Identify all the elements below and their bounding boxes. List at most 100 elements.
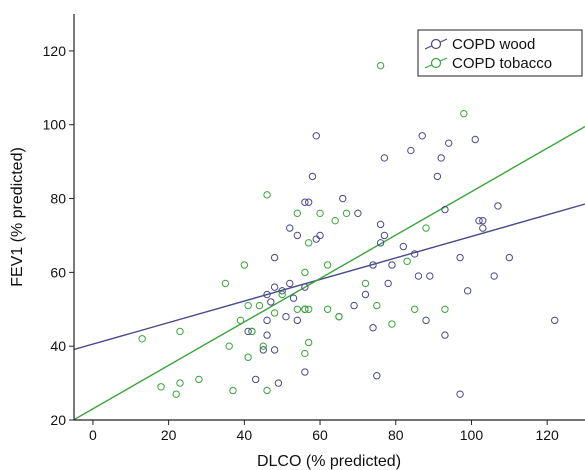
data-point-series-1 xyxy=(369,324,377,332)
data-point-series-1 xyxy=(407,146,415,155)
legend-marker-series-1 xyxy=(430,38,442,50)
data-point-series-1 xyxy=(433,172,442,181)
data-point-series-1 xyxy=(475,216,483,225)
legend: COPD wood COPD tobacco xyxy=(417,29,583,77)
fit-lines xyxy=(74,125,585,420)
data-point-series-2 xyxy=(293,305,302,313)
data-point-series-1 xyxy=(274,379,283,387)
data-point-series-1 xyxy=(463,287,472,295)
data-point-series-2 xyxy=(278,290,286,299)
data-point-series-2 xyxy=(229,386,237,395)
data-point-series-1 xyxy=(293,231,302,240)
x-tick-label: 40 xyxy=(237,427,253,443)
x-tick-label: 120 xyxy=(535,427,559,443)
data-point-series-2 xyxy=(244,353,252,361)
data-point-series-1 xyxy=(380,154,389,162)
data-point-series-1 xyxy=(456,253,464,262)
x-tick-label: 20 xyxy=(161,427,177,443)
data-point-series-1 xyxy=(551,316,559,325)
x-tick-label: 100 xyxy=(460,427,484,443)
data-point-series-1 xyxy=(456,390,464,398)
data-point-series-2 xyxy=(157,383,165,391)
data-point-series-2 xyxy=(335,312,343,321)
fit-line-series-2 xyxy=(74,125,585,420)
data-point-series-2 xyxy=(221,279,230,288)
data-point-series-1 xyxy=(289,294,298,302)
data-point-series-1 xyxy=(244,327,252,336)
y-tick-label: 60 xyxy=(50,264,66,280)
data-point-series-2 xyxy=(240,261,249,269)
data-point-series-1 xyxy=(479,216,487,225)
data-point-series-1 xyxy=(286,279,294,288)
data-point-series-2 xyxy=(195,375,203,384)
data-point-series-1 xyxy=(373,372,381,380)
data-point-series-1 xyxy=(316,231,324,240)
data-point-series-1 xyxy=(304,198,313,206)
y-axis-title: FEV1 (% predicted) xyxy=(9,147,26,287)
x-tick-label: 80 xyxy=(388,427,404,443)
data-point-series-2 xyxy=(270,309,279,317)
data-point-series-1 xyxy=(293,316,302,325)
data-point-series-1 xyxy=(380,231,389,240)
data-point-series-1 xyxy=(350,301,358,310)
data-point-series-1 xyxy=(422,316,430,325)
y-tick-label: 100 xyxy=(43,117,67,133)
data-point-series-2 xyxy=(236,316,245,325)
data-point-series-1 xyxy=(308,172,317,181)
data-point-series-2 xyxy=(304,239,313,247)
data-point-series-1 xyxy=(263,290,271,299)
data-point-series-1 xyxy=(376,220,385,229)
data-point-series-2 xyxy=(323,305,332,313)
data-point-series-2 xyxy=(441,305,449,313)
data-point-series-2 xyxy=(293,209,302,218)
data-point-series-1 xyxy=(376,239,385,247)
data-point-series-2 xyxy=(460,109,468,118)
legend-label-series-1: COPD wood xyxy=(452,36,535,53)
data-point-series-2 xyxy=(316,209,324,218)
data-point-series-2 xyxy=(176,327,184,336)
data-point-series-2 xyxy=(403,257,411,265)
data-point-series-1 xyxy=(426,272,434,280)
data-point-series-2 xyxy=(255,301,264,310)
data-point-series-1 xyxy=(490,272,498,280)
data-point-series-2 xyxy=(263,386,271,395)
y-tick-label: 120 xyxy=(43,43,67,59)
axes xyxy=(73,14,585,421)
data-point-series-1 xyxy=(410,250,419,258)
data-point-series-2 xyxy=(138,335,146,343)
data-point-series-1 xyxy=(312,132,320,140)
ticks: 0 20 40 60 80 100 120 20 40 60 80 100 120 xyxy=(43,43,559,443)
legend-label-series-2: COPD tobacco xyxy=(452,55,552,72)
data-point-series-1 xyxy=(384,279,392,288)
data-point-series-1 xyxy=(312,235,320,243)
y-tick-label: 40 xyxy=(50,338,66,354)
data-point-series-1 xyxy=(418,132,426,140)
data-point-series-2 xyxy=(342,209,351,218)
data-point-series-1 xyxy=(259,346,267,354)
data-point-series-2 xyxy=(172,390,180,398)
data-point-series-1 xyxy=(278,287,286,295)
data-point-series-2 xyxy=(301,349,309,358)
y-tick-label: 80 xyxy=(50,191,66,207)
data-point-series-2 xyxy=(248,327,256,336)
data-point-series-1 xyxy=(270,253,279,262)
data-point-series-1 xyxy=(494,202,502,210)
data-point-series-2 xyxy=(244,301,252,310)
data-point-series-1 xyxy=(267,298,275,306)
data-point-series-1 xyxy=(251,375,260,384)
legend-marker-series-2 xyxy=(430,57,442,69)
data-point-series-1 xyxy=(270,283,279,291)
data-point-series-1 xyxy=(354,209,362,218)
data-point-series-2 xyxy=(361,279,370,288)
data-point-series-1 xyxy=(414,272,423,280)
data-point-series-1 xyxy=(301,283,309,291)
data-point-series-1 xyxy=(388,261,396,269)
data-point-series-2 xyxy=(176,379,184,387)
data-point-series-2 xyxy=(323,261,332,269)
data-point-series-2 xyxy=(301,268,309,277)
data-point-series-2 xyxy=(422,224,430,232)
data-points xyxy=(138,61,559,398)
data-point-series-1 xyxy=(263,331,271,339)
data-point-series-1 xyxy=(437,154,445,162)
data-point-series-1 xyxy=(270,346,279,354)
